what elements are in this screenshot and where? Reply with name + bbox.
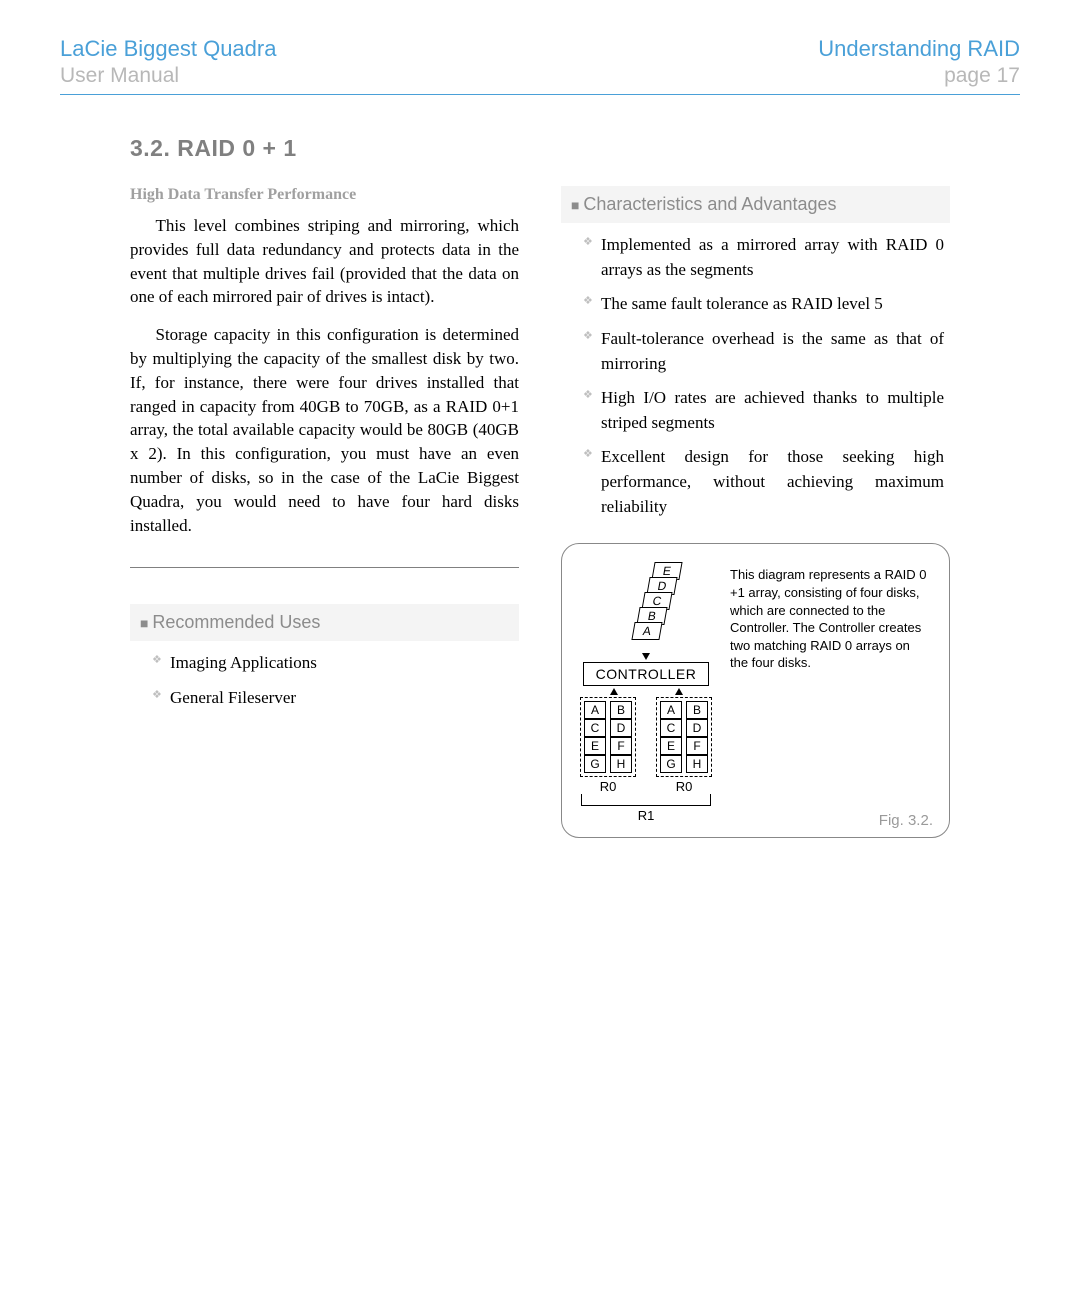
list-item: Excellent design for those seeking high … [583, 445, 944, 519]
raid-cell: B [686, 701, 708, 719]
raid0-pair: A C E G B D F H [580, 697, 636, 777]
raid-cell: F [686, 737, 708, 755]
subheader-left: User Manual [60, 64, 179, 88]
divider [130, 567, 519, 568]
raid-cell: H [686, 755, 708, 773]
page-subheader: User Manual page 17 [60, 64, 1020, 95]
raid0-group-left: A C E G B D F H [580, 697, 636, 794]
raid-cell: D [686, 719, 708, 737]
characteristics-heading: Characteristics and Advantages [561, 186, 950, 223]
data-stack: E D C B A [633, 562, 683, 646]
raid-cell: H [610, 755, 632, 773]
raid-cell: E [584, 737, 606, 755]
two-column-layout: High Data Transfer Performance This leve… [130, 186, 950, 838]
raid0-group-right: A C E G B D F H [656, 697, 712, 794]
list-item: General Fileserver [152, 686, 513, 711]
raid1-label: R1 [638, 808, 655, 823]
list-item: The same fault tolerance as RAID level 5 [583, 292, 944, 317]
raid-cell: B [610, 701, 632, 719]
recommended-uses-heading: Recommended Uses [130, 604, 519, 641]
split-arrows [581, 688, 711, 695]
raid-diagram: E D C B A CONTROLLER [561, 543, 950, 838]
page-header: LaCie Biggest Quadra Understanding RAID [60, 36, 1020, 62]
raid-cell: E [660, 737, 682, 755]
right-column: Characteristics and Advantages Implement… [561, 186, 950, 838]
raid-cell: F [610, 737, 632, 755]
controller-box: CONTROLLER [583, 662, 710, 686]
raid-cell: D [610, 719, 632, 737]
subheader-right: page 17 [944, 64, 1020, 88]
list-item: Implemented as a mirrored array with RAI… [583, 233, 944, 282]
arrow-up-icon [610, 688, 618, 695]
arrow-down-icon [642, 653, 650, 660]
header-left-title: LaCie Biggest Quadra [60, 36, 276, 62]
arrow-up-icon [675, 688, 683, 695]
raid-cell: G [584, 755, 606, 773]
paragraph-1: This level combines striping and mirrori… [130, 214, 519, 309]
page-content: 3.2. RAID 0 + 1 High Data Transfer Perfo… [60, 95, 1020, 838]
figure-label: Fig. 3.2. [879, 812, 933, 829]
raid0-mirror-row: A C E G B D F H [580, 697, 712, 794]
raid0-label: R0 [676, 779, 693, 794]
diagram-graphic: E D C B A CONTROLLER [580, 562, 712, 823]
header-right-title: Understanding RAID [818, 36, 1020, 62]
left-column: High Data Transfer Performance This leve… [130, 186, 519, 838]
stack-sheet: A [631, 622, 662, 640]
section-title: 3.2. RAID 0 + 1 [130, 135, 950, 162]
subhead: High Data Transfer Performance [130, 186, 519, 204]
raid-cell: C [584, 719, 606, 737]
raid0-pair: A C E G B D F H [656, 697, 712, 777]
raid-cell: C [660, 719, 682, 737]
characteristics-list: Implemented as a mirrored array with RAI… [561, 233, 950, 519]
raid-cell: A [584, 701, 606, 719]
list-item: High I/O rates are achieved thanks to mu… [583, 386, 944, 435]
raid-cell: G [660, 755, 682, 773]
list-item: Fault-tolerance overhead is the same as … [583, 327, 944, 376]
paragraph-2: Storage capacity in this configuration i… [130, 323, 519, 537]
raid0-label: R0 [600, 779, 617, 794]
list-item: Imaging Applications [152, 651, 513, 676]
diagram-caption: This diagram represents a RAID 0 +1 arra… [730, 562, 931, 823]
raid-cell: A [660, 701, 682, 719]
raid1-connector [581, 794, 711, 806]
recommended-uses-list: Imaging Applications General Fileserver [130, 651, 519, 710]
